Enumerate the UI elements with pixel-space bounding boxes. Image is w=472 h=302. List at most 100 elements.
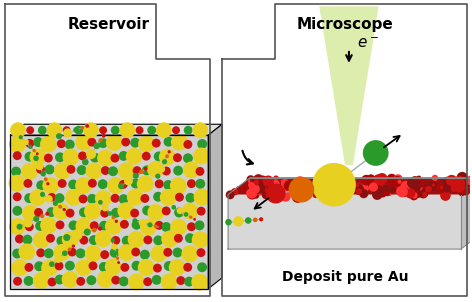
Circle shape <box>56 133 62 139</box>
Circle shape <box>234 191 237 194</box>
Circle shape <box>110 154 119 162</box>
Circle shape <box>163 180 173 190</box>
Circle shape <box>35 162 44 170</box>
Circle shape <box>253 174 264 185</box>
Circle shape <box>34 208 43 217</box>
Circle shape <box>280 191 291 202</box>
Circle shape <box>132 218 137 223</box>
Circle shape <box>407 178 418 188</box>
Circle shape <box>422 192 428 197</box>
Circle shape <box>140 250 150 260</box>
Circle shape <box>117 261 120 264</box>
Circle shape <box>110 194 119 203</box>
Circle shape <box>62 231 79 248</box>
Circle shape <box>447 182 452 188</box>
Circle shape <box>291 185 300 194</box>
Circle shape <box>55 262 63 270</box>
Circle shape <box>65 140 75 149</box>
Circle shape <box>236 186 241 191</box>
Circle shape <box>79 236 88 245</box>
Circle shape <box>101 166 110 175</box>
Polygon shape <box>319 6 379 165</box>
Circle shape <box>330 186 336 191</box>
Circle shape <box>362 191 366 194</box>
Circle shape <box>105 218 122 235</box>
Circle shape <box>36 165 45 174</box>
Circle shape <box>9 136 26 153</box>
Circle shape <box>47 193 56 202</box>
Circle shape <box>33 272 50 289</box>
Circle shape <box>44 177 48 181</box>
Circle shape <box>377 173 388 184</box>
Circle shape <box>272 180 275 184</box>
Circle shape <box>356 188 362 194</box>
Circle shape <box>99 262 109 272</box>
Circle shape <box>44 154 53 162</box>
Circle shape <box>225 219 232 226</box>
Circle shape <box>471 178 472 185</box>
Circle shape <box>80 126 84 130</box>
Circle shape <box>370 178 377 185</box>
Circle shape <box>246 175 255 184</box>
Circle shape <box>292 191 303 203</box>
Circle shape <box>266 184 286 204</box>
Circle shape <box>128 274 145 290</box>
Circle shape <box>454 182 465 193</box>
Circle shape <box>47 207 57 217</box>
Circle shape <box>171 205 176 210</box>
Circle shape <box>185 193 195 203</box>
Circle shape <box>67 165 76 174</box>
Circle shape <box>329 184 334 189</box>
Circle shape <box>193 218 196 221</box>
Circle shape <box>233 216 244 226</box>
Circle shape <box>89 235 99 245</box>
Circle shape <box>157 165 165 173</box>
Circle shape <box>63 126 71 134</box>
Circle shape <box>126 148 143 165</box>
Circle shape <box>254 184 261 191</box>
Circle shape <box>57 139 66 148</box>
Circle shape <box>194 189 211 205</box>
Circle shape <box>93 143 100 149</box>
Circle shape <box>305 184 313 191</box>
Circle shape <box>345 188 353 196</box>
Circle shape <box>33 232 50 249</box>
Circle shape <box>38 126 47 135</box>
Circle shape <box>193 148 210 164</box>
Circle shape <box>18 243 35 260</box>
Circle shape <box>287 186 292 191</box>
Circle shape <box>52 203 69 220</box>
Circle shape <box>372 184 381 194</box>
Circle shape <box>267 178 276 187</box>
Circle shape <box>12 249 22 259</box>
Circle shape <box>100 250 109 259</box>
Circle shape <box>42 177 59 194</box>
Circle shape <box>363 140 388 166</box>
Circle shape <box>9 218 26 235</box>
Circle shape <box>130 209 139 217</box>
Circle shape <box>87 138 96 146</box>
Circle shape <box>197 139 207 149</box>
Circle shape <box>303 187 308 192</box>
Circle shape <box>351 179 356 184</box>
Circle shape <box>100 209 109 217</box>
Circle shape <box>86 149 96 159</box>
Circle shape <box>84 229 91 236</box>
Circle shape <box>335 183 344 191</box>
Circle shape <box>246 187 258 198</box>
Circle shape <box>25 263 34 272</box>
Circle shape <box>142 152 151 161</box>
Circle shape <box>71 229 83 240</box>
Circle shape <box>282 180 290 188</box>
Circle shape <box>279 189 287 197</box>
Circle shape <box>12 206 22 216</box>
Circle shape <box>329 175 338 185</box>
Circle shape <box>163 248 172 257</box>
Circle shape <box>85 162 102 179</box>
Circle shape <box>341 182 350 191</box>
Circle shape <box>191 274 208 291</box>
Circle shape <box>247 189 252 194</box>
Text: Deposit pure Au: Deposit pure Au <box>282 270 408 284</box>
Circle shape <box>165 154 169 158</box>
Circle shape <box>197 207 206 216</box>
